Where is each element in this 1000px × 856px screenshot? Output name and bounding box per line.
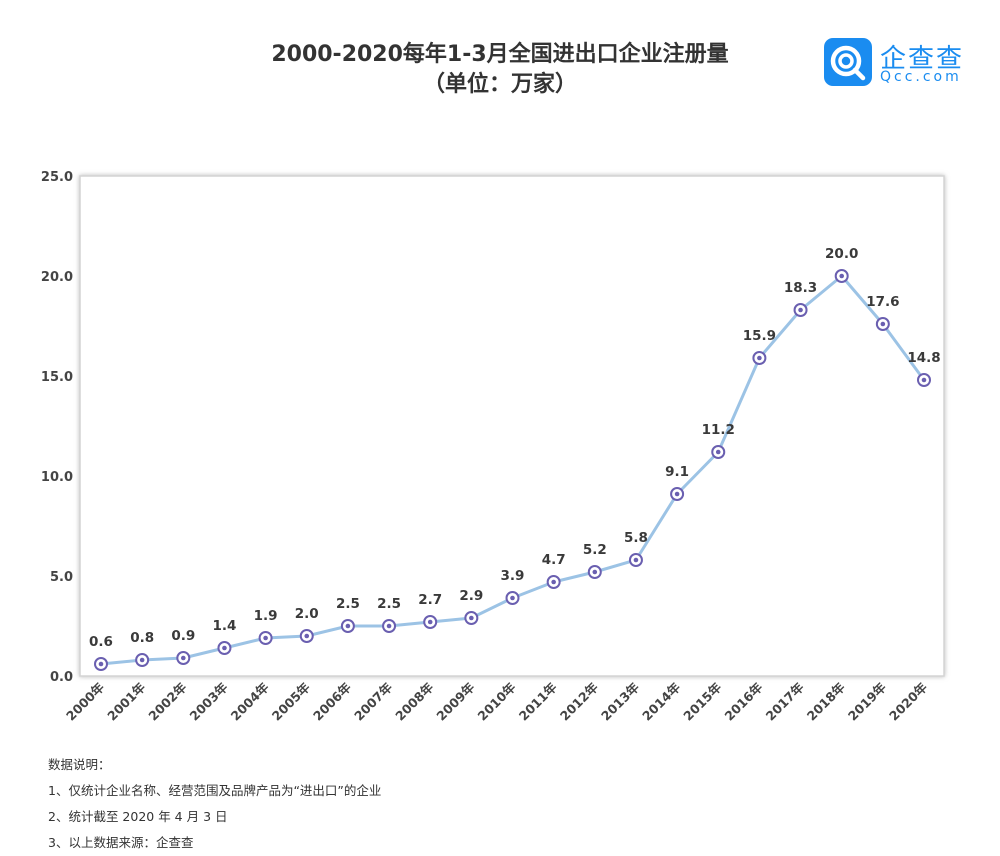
- logo-name-cn: 企查查: [880, 44, 965, 74]
- x-tick-label: 2012年: [557, 679, 601, 723]
- x-tick-label: 2011年: [516, 679, 560, 723]
- data-point: [94, 657, 108, 671]
- x-tick-label: 2001年: [104, 679, 148, 723]
- line-chart: 0.05.010.015.020.025.0 2000年2001年2002年20…: [41, 170, 945, 724]
- data-point: [464, 611, 479, 625]
- y-tick-label: 25.0: [41, 170, 73, 185]
- data-label: 17.6: [866, 294, 899, 310]
- x-tick-label: 2010年: [475, 679, 519, 723]
- data-point: [711, 445, 726, 459]
- data-label: 9.1: [665, 464, 689, 480]
- data-label: 0.6: [89, 634, 113, 650]
- x-tick-label: 2017年: [763, 679, 807, 723]
- data-point: [258, 631, 273, 645]
- x-tick-label: 2015年: [680, 679, 724, 723]
- x-tick-label: 2005年: [269, 679, 313, 723]
- note-item: 2、统计截至 2020 年 4 月 3 日: [48, 809, 228, 824]
- data-point: [917, 373, 931, 387]
- data-notes: 数据说明： 1、仅统计企业名称、经营范围及品牌产品为“进出口”的企业 2、统计截…: [48, 752, 381, 856]
- x-tick-label: 2009年: [433, 679, 477, 723]
- data-point: [875, 317, 890, 331]
- note-item: 3、以上数据来源：企查查: [48, 835, 194, 850]
- data-point: [793, 303, 808, 317]
- x-tick-label: 2006年: [310, 679, 354, 723]
- x-tick-label: 2002年: [145, 679, 189, 723]
- data-label: 1.9: [254, 608, 278, 624]
- data-point: [382, 619, 397, 633]
- x-tick-label: 2018年: [804, 679, 848, 723]
- data-label: 11.2: [702, 422, 735, 438]
- data-point: [299, 629, 314, 643]
- data-point: [423, 615, 438, 629]
- data-label: 4.7: [542, 552, 566, 568]
- data-label: 2.5: [336, 596, 360, 612]
- x-tick-label: 2003年: [187, 679, 231, 723]
- data-label: 2.5: [377, 596, 401, 612]
- x-tick-label: 2000年: [63, 679, 107, 723]
- y-tick-label: 10.0: [41, 470, 73, 485]
- data-label: 0.8: [130, 630, 154, 646]
- data-point: [752, 351, 767, 365]
- logo-name-en: Qcc.com: [880, 69, 962, 85]
- data-label: 2.7: [418, 592, 442, 608]
- data-label: 5.2: [583, 542, 607, 558]
- data-label: 18.3: [784, 280, 817, 296]
- data-label: 2.9: [459, 588, 483, 604]
- y-tick-label: 20.0: [41, 270, 73, 285]
- qcc-logo-icon: [824, 38, 872, 86]
- note-item: 1、仅统计企业名称、经营范围及品牌产品为“进出口”的企业: [48, 783, 382, 798]
- data-point: [340, 619, 355, 633]
- data-point: [670, 487, 685, 501]
- x-tick-label: 2013年: [598, 679, 642, 723]
- data-label: 3.9: [501, 568, 525, 584]
- data-label: 20.0: [825, 246, 858, 262]
- y-tick-label: 0.0: [50, 670, 73, 685]
- x-tick-label: 2007年: [351, 679, 395, 723]
- x-tick-label: 2016年: [721, 679, 765, 723]
- chart-subtitle: （单位：万家）: [422, 72, 577, 97]
- data-point: [505, 591, 520, 605]
- data-label: 5.8: [624, 530, 648, 546]
- data-point: [628, 553, 643, 567]
- data-label: 15.9: [743, 328, 776, 344]
- notes-heading: 数据说明：: [48, 757, 111, 772]
- chart-title-block: 2000-2020每年1-3月全国进出口企业注册量 （单位：万家）: [240, 40, 760, 100]
- data-label: 0.9: [171, 628, 195, 644]
- x-tick-label: 2004年: [228, 679, 272, 723]
- data-label: 1.4: [212, 618, 236, 634]
- y-tick-label: 5.0: [50, 570, 73, 585]
- data-label: 2.0: [295, 606, 319, 622]
- y-tick-label: 15.0: [41, 370, 73, 385]
- data-point: [587, 565, 602, 579]
- data-point: [176, 651, 191, 665]
- x-tick-label: 2020年: [886, 679, 930, 723]
- x-tick-label: 2014年: [639, 679, 683, 723]
- x-tick-label: 2019年: [845, 679, 889, 723]
- data-point: [217, 641, 232, 655]
- x-tick-label: 2008年: [392, 679, 436, 723]
- chart-title: 2000-2020每年1-3月全国进出口企业注册量: [271, 42, 729, 67]
- data-point: [834, 269, 849, 283]
- data-point: [546, 575, 561, 589]
- data-point: [135, 653, 150, 667]
- data-label: 14.8: [907, 350, 940, 366]
